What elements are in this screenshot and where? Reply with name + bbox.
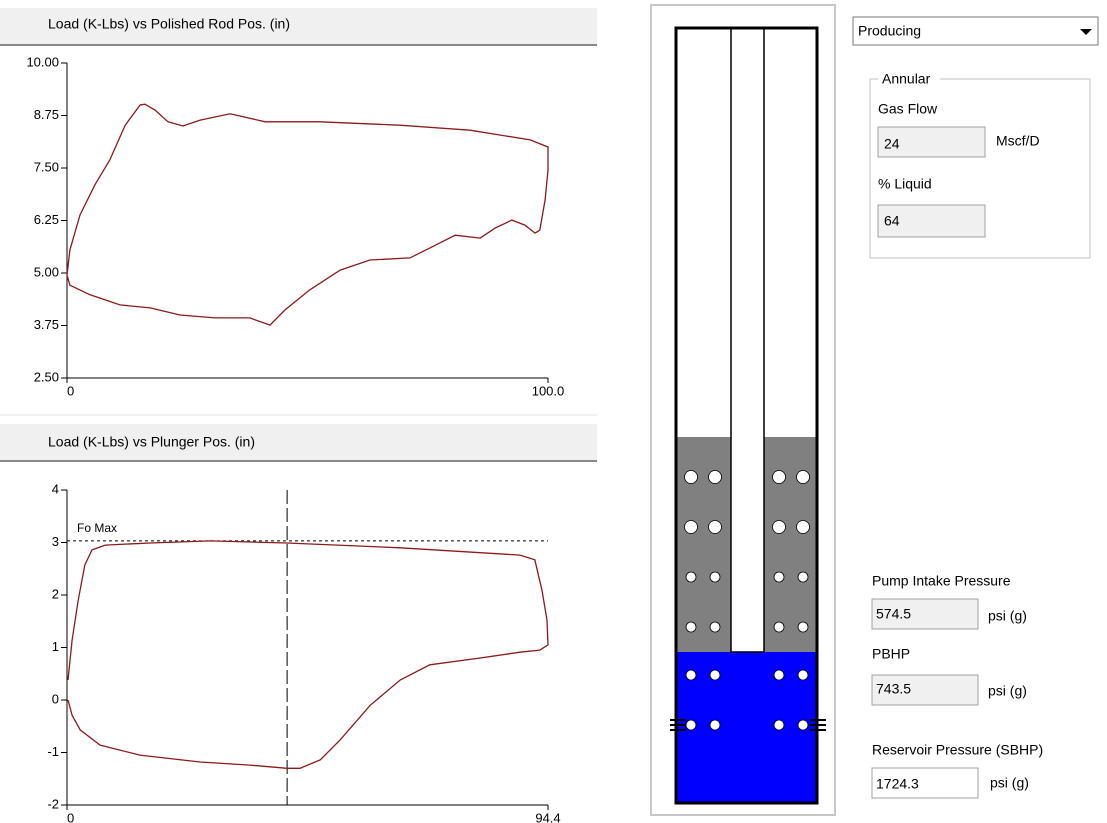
chart-title: Load (K-Lbs) vs Polished Rod Pos. (in) <box>48 16 290 32</box>
bubble <box>685 471 698 484</box>
bubble <box>798 720 808 730</box>
field-label: PBHP <box>872 646 910 662</box>
bubble <box>686 670 696 680</box>
field-value: 1724.3 <box>876 776 919 792</box>
reference-label: Fo Max <box>77 521 117 535</box>
y-tick-label: 5.00 <box>34 264 59 279</box>
group-title: Annular <box>882 71 931 87</box>
y-tick-label: -1 <box>47 744 59 759</box>
bubble <box>710 572 720 582</box>
y-tick-label: 8.75 <box>34 107 59 122</box>
x-tick-label: 0 <box>67 383 74 398</box>
field-value: 64 <box>884 213 900 229</box>
bubble <box>709 471 722 484</box>
bubble <box>710 670 720 680</box>
field-value: 24 <box>884 136 900 152</box>
y-tick-label: 0 <box>52 691 59 706</box>
y-tick-label: 2.50 <box>34 369 59 384</box>
y-tick-label: 4 <box>52 481 59 496</box>
y-tick-label: -2 <box>47 796 59 811</box>
field-label: % Liquid <box>878 176 932 192</box>
liquid-zone <box>676 652 817 803</box>
y-tick-label: 1 <box>52 639 59 654</box>
bubble <box>797 521 810 534</box>
bubble <box>774 622 784 632</box>
field-label: Reservoir Pressure (SBHP) <box>872 742 1043 758</box>
x-tick-label: 100.0 <box>532 383 565 398</box>
field-value: 743.5 <box>876 681 911 697</box>
x-tick-label: 0 <box>67 810 74 823</box>
bubble <box>686 572 696 582</box>
bubble <box>686 720 696 730</box>
bubble <box>797 471 810 484</box>
chart-title: Load (K-Lbs) vs Plunger Pos. (in) <box>48 434 255 450</box>
bubble <box>773 471 786 484</box>
bubble <box>798 622 808 632</box>
y-tick-label: 2 <box>52 586 59 601</box>
screen: Load (K-Lbs) vs Polished Rod Pos. (in) L… <box>0 0 1107 823</box>
y-tick-label: 7.50 <box>34 159 59 174</box>
load-curve <box>68 541 548 768</box>
bubble <box>709 521 722 534</box>
field-label: Gas Flow <box>878 101 938 117</box>
field-label: Pump Intake Pressure <box>872 573 1011 589</box>
y-tick-label: 10.00 <box>26 54 59 69</box>
y-tick-label: 3 <box>52 534 59 549</box>
bubble <box>774 720 784 730</box>
bubble <box>685 521 698 534</box>
x-tick-label: 94.4 <box>535 810 560 823</box>
unit-label: psi (g) <box>988 683 1027 699</box>
unit-label: Mscf/D <box>996 133 1040 149</box>
bubble <box>774 670 784 680</box>
bubble <box>773 521 786 534</box>
load-curve <box>67 104 548 325</box>
bubble <box>798 670 808 680</box>
bubble <box>774 572 784 582</box>
unit-label: psi (g) <box>988 608 1027 624</box>
mode-value: Producing <box>858 23 921 39</box>
bubble <box>710 622 720 632</box>
tubing <box>731 28 764 652</box>
bubble <box>798 572 808 582</box>
bubble <box>710 720 720 730</box>
unit-label: psi (g) <box>990 775 1029 791</box>
y-tick-label: 3.75 <box>34 317 59 332</box>
field-value: 574.5 <box>876 606 911 622</box>
y-tick-label: 6.25 <box>34 212 59 227</box>
bubble <box>686 622 696 632</box>
